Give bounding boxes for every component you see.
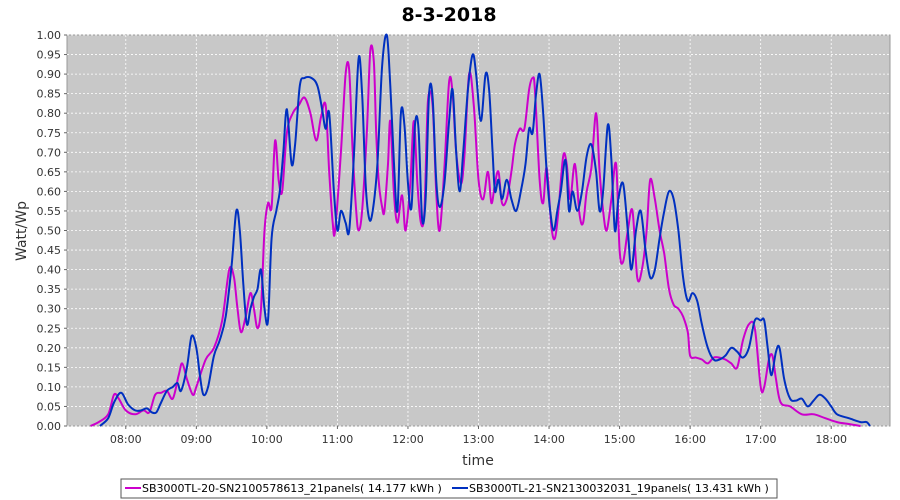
y-tick-label: 0.00 xyxy=(37,420,62,433)
y-tick-label: 0.20 xyxy=(37,342,62,355)
x-tick-label: 18:00 xyxy=(815,433,847,446)
y-tick-label: 0.70 xyxy=(37,146,62,159)
x-tick-label: 16:00 xyxy=(674,433,706,446)
legend-box xyxy=(120,478,778,499)
y-tick-label: 1.00 xyxy=(37,29,62,42)
series-line-2 xyxy=(99,33,871,427)
y-tick-label: 0.85 xyxy=(37,88,62,101)
y-tick-label: 0.25 xyxy=(37,322,62,335)
y-tick-label: 0.65 xyxy=(37,166,62,179)
x-tick-label: 13:00 xyxy=(463,433,495,446)
legend: SB3000TL-20-SN2100578613_21panels( 14.17… xyxy=(120,478,778,499)
grid xyxy=(67,34,890,427)
y-tick-label: 0.45 xyxy=(37,244,62,257)
x-tick-label: 08:00 xyxy=(110,433,142,446)
y-tick-label: 0.30 xyxy=(37,303,62,316)
x-tick-label: 10:00 xyxy=(251,433,283,446)
y-tick-label: 0.50 xyxy=(37,225,62,238)
x-axis-ticks: 08:00 09:00 10:00 11:00 12:00 13:00 14:00 15:00… xyxy=(110,426,847,446)
y-tick-label: 0.15 xyxy=(37,361,62,374)
x-axis-label: time xyxy=(462,453,494,469)
y-tick-label: 0.75 xyxy=(37,127,62,140)
y-tick-label: 0.35 xyxy=(37,283,62,296)
y-tick-label: 0.95 xyxy=(37,49,62,62)
y-tick-label: 0.55 xyxy=(37,205,62,218)
x-tick-label: 14:00 xyxy=(533,433,565,446)
y-tick-label: 0.05 xyxy=(37,400,62,413)
y-axis-ticks: 0.00 0.05 0.10 0.15 0.20 0.25 0.30 0.35 0.40 0.45… xyxy=(37,29,67,433)
y-tick-label: 0.10 xyxy=(37,381,62,394)
y-tick-label: 0.80 xyxy=(37,107,62,120)
x-tick-label: 11:00 xyxy=(322,433,354,446)
y-tick-label: 0.60 xyxy=(37,185,62,198)
x-tick-label: 17:00 xyxy=(745,433,777,446)
x-tick-label: 09:00 xyxy=(180,433,212,446)
chart-title: 8-3-2018 xyxy=(401,4,496,26)
x-tick-label: 12:00 xyxy=(392,433,424,446)
y-tick-label: 0.40 xyxy=(37,264,62,277)
x-tick-label: 15:00 xyxy=(604,433,636,446)
y-axis-label: Watt/Wp xyxy=(14,201,30,261)
legend-label-series-1: SB3000TL-20-SN2100578613_21panels( 14.17… xyxy=(142,482,442,495)
legend-label-series-2: SB3000TL-21-SN2130032031_19panels( 13.43… xyxy=(469,482,769,495)
y-tick-label: 0.90 xyxy=(37,68,62,81)
series-lines xyxy=(90,33,871,427)
